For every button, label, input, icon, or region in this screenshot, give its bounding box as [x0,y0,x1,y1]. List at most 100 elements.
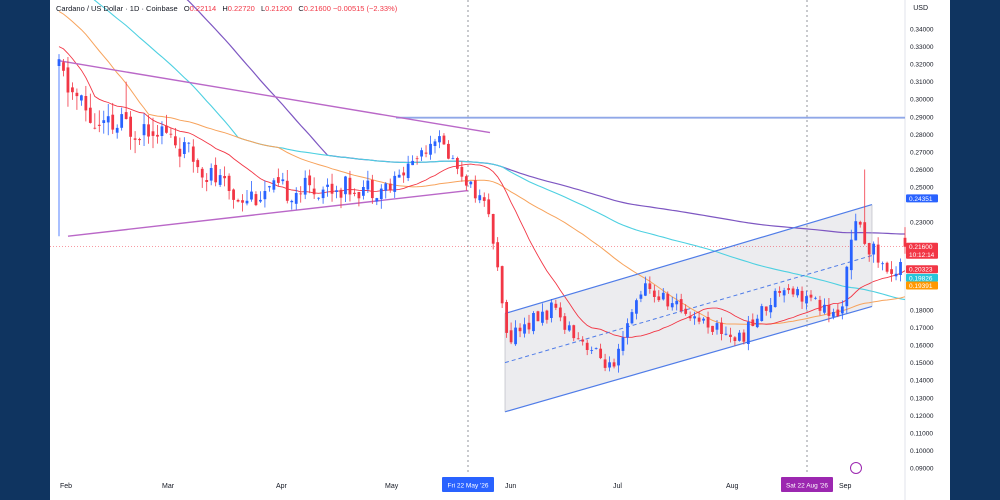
candle-body [227,175,231,191]
open-label: O [183,4,190,13]
candle-body [563,316,567,330]
channel-upper-line [504,204,873,315]
candle-body [93,127,97,129]
candle-body [733,337,737,341]
candle-body [608,362,611,368]
low-value: 0.21200 [265,4,293,13]
candle-body [424,152,428,154]
candle-body [263,191,267,200]
channel-lower-line [504,305,873,413]
candle-body [755,318,759,328]
tradingview-logo-icon[interactable] [850,462,862,474]
price-badge-value: 0.24351 [909,196,933,203]
candle-body [746,321,750,344]
candle-body [402,172,406,176]
candle-body [652,290,656,297]
candle-body [151,131,155,136]
candle-body [411,160,415,166]
candle-body [558,307,562,318]
candle-body [330,183,334,194]
price-tick-label: 0.25000 [910,185,934,192]
candle-body [885,262,889,272]
time-tick-label: Jul [613,483,622,490]
candle-body [129,116,133,137]
crosshair-date-badge: Fri 22 May '26 [442,477,494,492]
channel-midline [504,255,873,364]
open-value: 0.22114 [189,4,217,13]
candle-body [872,243,876,255]
candle-body [147,124,150,137]
low-label: L [260,4,266,13]
price-badge-value: 0.19391 [909,283,933,290]
candle-body [778,291,782,293]
candle-body [576,338,580,340]
candle-body [737,332,741,341]
candle-body [303,177,307,195]
candle-body [178,148,182,157]
time-tick-label: Jun [505,483,516,490]
candle-body [603,359,607,368]
ma-20-line [58,46,906,338]
candle-body [473,180,477,199]
candle-body [259,199,262,202]
high-value: 0.22720 [227,4,255,13]
candle-body [348,177,352,195]
candle-body [370,179,374,199]
price-badge-countdown: 10:12:14 [909,252,935,259]
candle-body [899,262,902,275]
candle-body [805,296,808,304]
currency-label: USD [913,5,928,12]
candle-body [523,324,526,334]
change-value: −0.00515 (−2.33%) [332,4,398,13]
symbol-header: Cardano / US Dollar · 1D · Coinbase O0.2… [56,4,397,13]
candle-body [536,311,540,322]
candle-body [514,327,517,345]
candle-body [541,311,544,323]
price-tick-label: 0.32000 [910,62,934,69]
price-tick-label: 0.18000 [910,307,934,314]
candle-body [196,160,200,168]
price-badge: 0.20323 [906,265,938,274]
candle-body [406,163,410,178]
candle-body [903,237,907,247]
candle-body [630,312,634,324]
candle-body [814,297,817,299]
price-tick-label: 0.23000 [910,220,934,227]
candle-body [549,302,553,318]
candle-body [245,200,249,204]
candle-body [106,116,110,123]
price-chart[interactable]: 0.34000 0.33000 0.32000 0.31000 0.30000 0.290… [50,0,950,500]
crosshair-date-label: Sat 22 Aug '26 [786,483,828,490]
candle-body [88,107,92,123]
candle-body [612,362,616,367]
candle-body [661,292,665,300]
candle-body [66,67,70,93]
candle-body [160,126,164,136]
price-tick-label: 0.14000 [910,378,934,385]
candle-body [169,133,173,135]
price-badge-bg [906,273,938,282]
chart-panel[interactable]: 0.34000 0.33000 0.32000 0.31000 0.30000 0.290… [50,0,950,500]
candle-body [209,168,213,181]
candle-body [442,135,446,145]
price-tick-label: 0.33000 [910,44,934,51]
price-tick-label: 0.31000 [910,79,934,86]
candle-body [272,180,276,190]
candle-body [585,342,589,350]
candle-body [357,192,361,199]
candle-body [294,193,298,204]
candle-body [308,175,312,186]
price-tick-label: 0.13000 [910,395,934,402]
candle-body [115,127,119,133]
candle-body [312,188,316,195]
close-label: C [298,4,304,13]
candle-body [124,112,128,119]
candle-body [626,323,629,338]
candle-body [353,192,356,194]
candle-body [527,322,531,330]
candle-body [876,244,880,263]
candle-body [75,92,79,97]
candle-body [438,136,441,143]
candle-body [388,183,392,190]
price-badge-bg [906,281,938,290]
